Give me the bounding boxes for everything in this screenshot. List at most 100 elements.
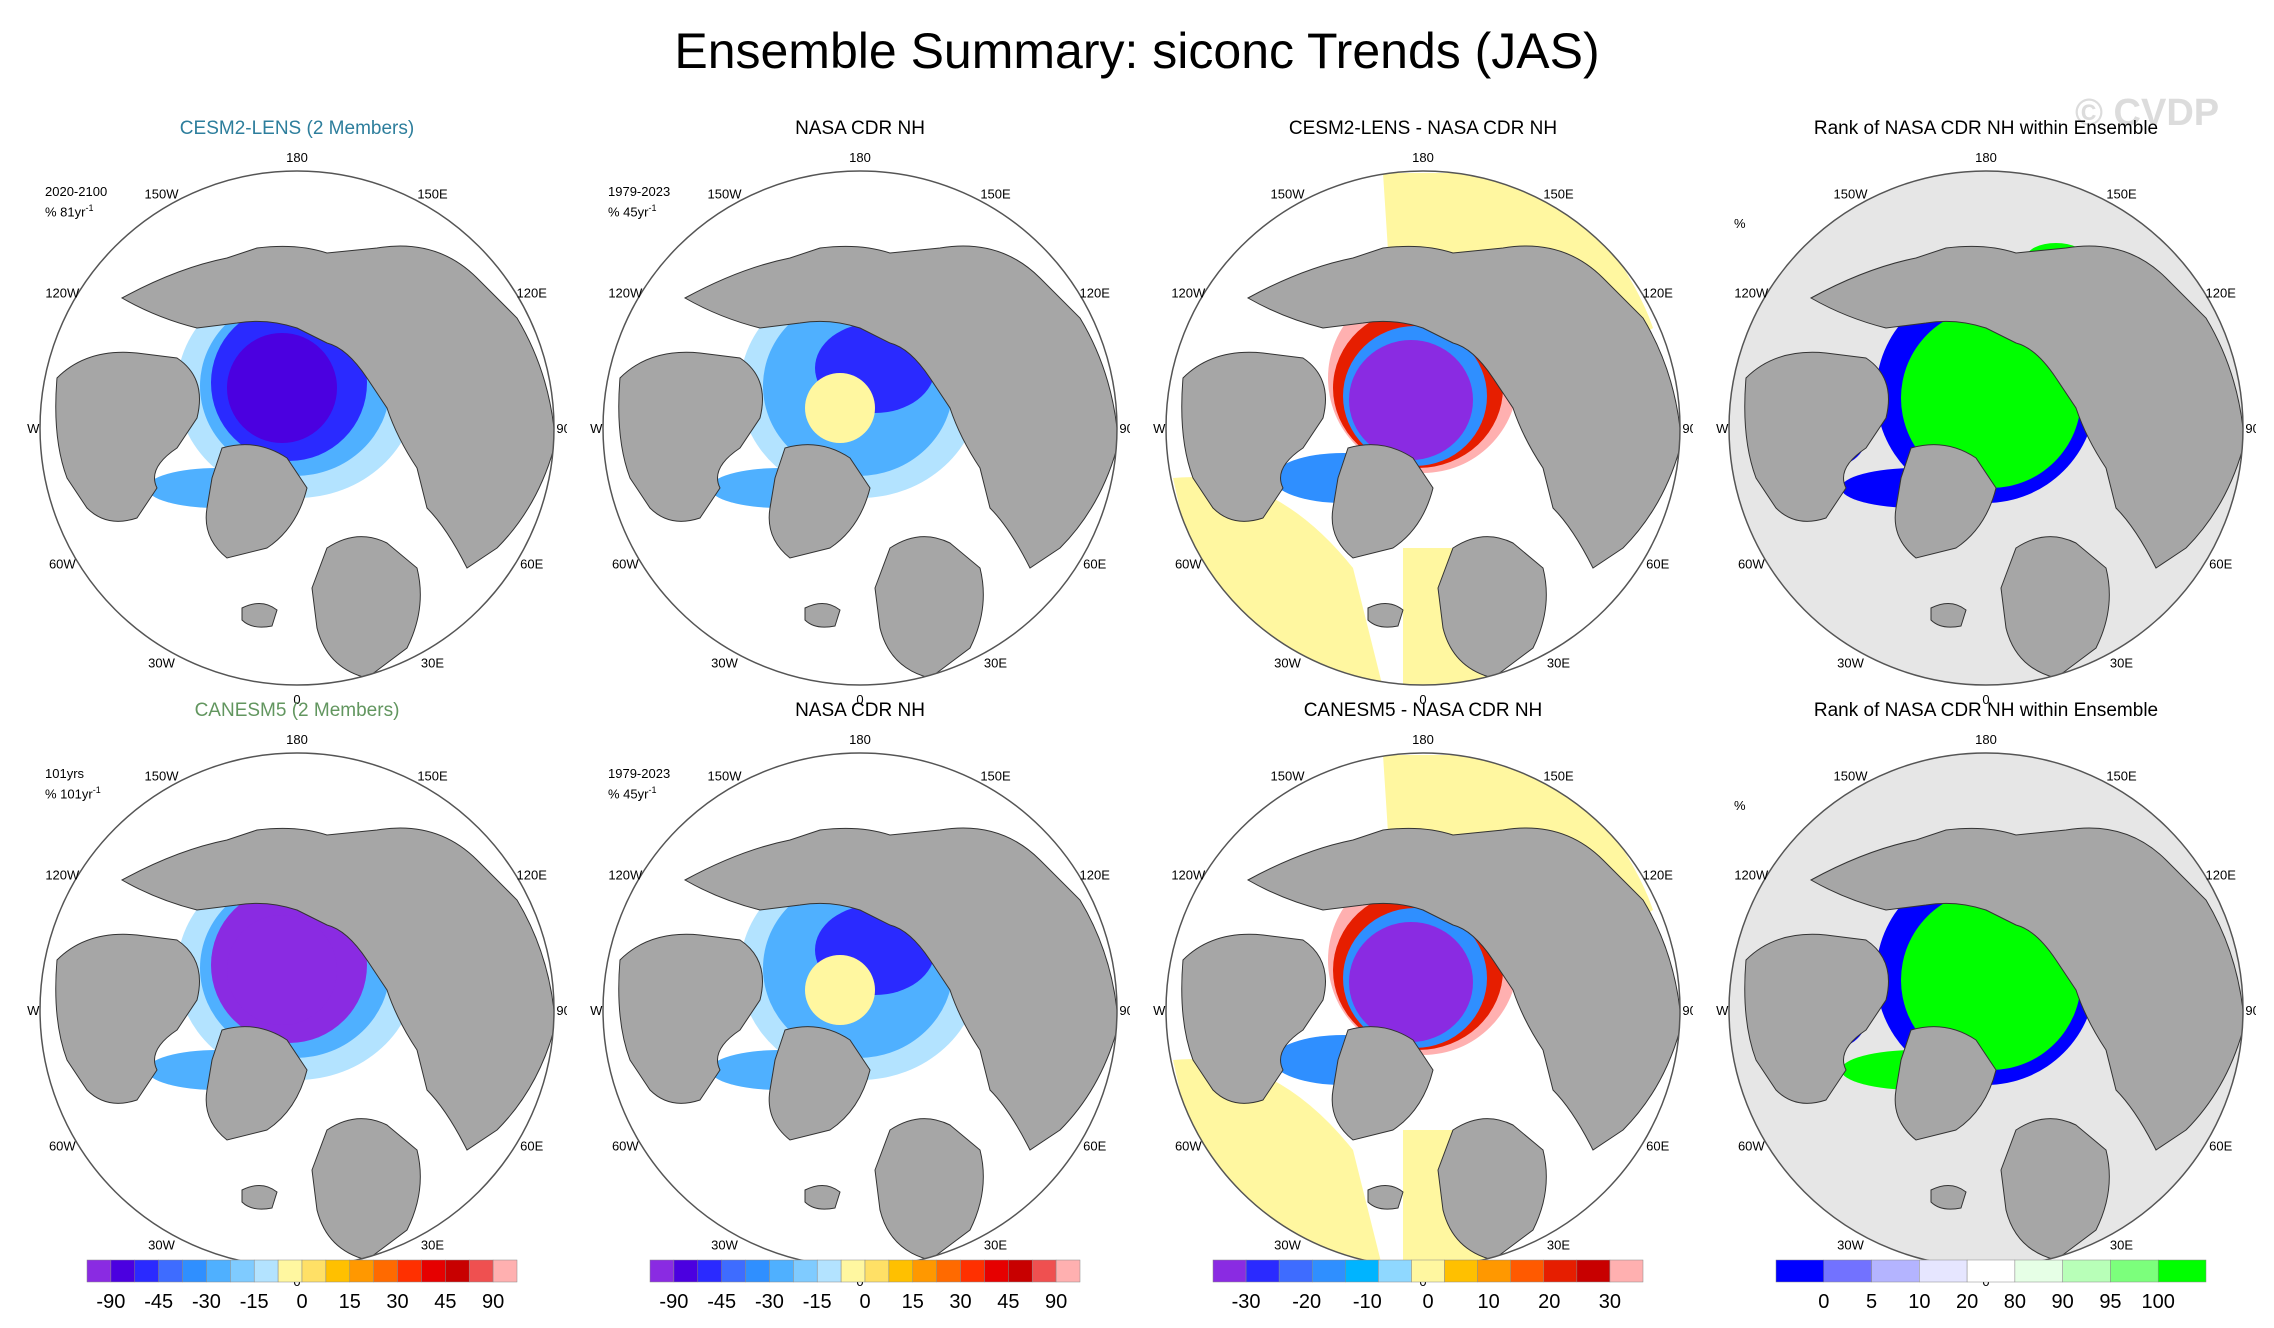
colorbar-label: 45 [434, 1291, 456, 1313]
colorbar-swatch [277, 1259, 303, 1283]
lon-label: 60W [49, 557, 76, 572]
colorbar-label: 0 [296, 1291, 307, 1313]
colorbar-swatch [793, 1259, 818, 1283]
lon-label: 150E [1543, 186, 1574, 201]
map-panel-model: CESM2-LENS (2 Members) 2020-2100% 81yr-1 1… [27, 118, 567, 718]
lon-label: 120E [1080, 286, 1111, 301]
land-mass [618, 933, 763, 1104]
colorbar-swatch [134, 1259, 159, 1283]
colorbar-label: -30 [1232, 1291, 1261, 1313]
lon-label: 60E [1083, 1139, 1106, 1154]
colorbar-swatch [1278, 1259, 1313, 1283]
land-mass [804, 1185, 841, 1210]
lon-label: 30W [711, 1238, 738, 1253]
lon-label: 120E [517, 286, 548, 301]
colorbar-swatch [888, 1259, 914, 1283]
lon-label: 0 [1419, 692, 1426, 707]
colorbar-swatch [1008, 1259, 1033, 1283]
lon-label: 180 [286, 732, 308, 747]
units-label: % [1734, 216, 1746, 231]
land-mass [768, 444, 871, 559]
colorbar-swatch [301, 1259, 327, 1283]
land-mass [1331, 444, 1434, 559]
lon-label: 90E [556, 1003, 567, 1018]
lon-label: 0 [856, 692, 863, 707]
colorbar-swatch [1919, 1259, 1968, 1283]
colorbar-label: 20 [1538, 1291, 1560, 1313]
colorbar-swatch [253, 1259, 279, 1283]
land-mass [1367, 1185, 1404, 1210]
lon-label: 120W [1171, 868, 1206, 883]
panel-title: Rank of NASA CDR NH within Ensemble [1813, 118, 2159, 139]
land-mass [1367, 603, 1404, 628]
colorbar-label: -30 [755, 1291, 784, 1313]
colorbar-swatch [936, 1259, 961, 1283]
land-mass [1246, 827, 1680, 1151]
colorbar-swatch [2014, 1259, 2063, 1283]
land-mass [1181, 933, 1326, 1104]
lon-label: 90W [27, 1003, 40, 1018]
units-exponent: -1 [92, 785, 101, 795]
colorbar-swatch [110, 1259, 136, 1283]
lon-label: 120E [1643, 286, 1674, 301]
lon-label: 180 [1412, 732, 1434, 747]
lon-label: 120E [2206, 286, 2237, 301]
colorbar-label: 45 [997, 1291, 1019, 1313]
panel-period-units: 1979-2023 % 45yr-1 [608, 766, 670, 802]
land-mass [618, 351, 763, 522]
land-mass [1437, 1118, 1547, 1261]
colorbar-label: 15 [339, 1291, 361, 1313]
colorbar-swatch [1311, 1259, 1346, 1283]
colorbar-swatch [492, 1259, 518, 1283]
units-label: % [1734, 798, 1746, 813]
lon-label: 120E [1080, 868, 1111, 883]
units-label: % 81yr-1 [45, 203, 94, 220]
polar-map: 180150E120E90E60E30E030W60W90W120W150W [27, 732, 567, 1289]
colorbar-swatch [2110, 1259, 2159, 1283]
land-mass [2000, 536, 2110, 679]
lon-label: 150W [1834, 768, 1869, 783]
map-panel-diff: CESM2-LENS - NASA CDR NH 180 150E 120E 90E 60… [1153, 118, 1693, 718]
period-label: 2020-2100 [45, 184, 108, 199]
lon-label: 90E [556, 421, 567, 436]
lon-label: 150E [1543, 768, 1574, 783]
land-mass [55, 351, 200, 522]
lon-label: 30E [1547, 1238, 1570, 1253]
colorbar-swatch [445, 1259, 470, 1283]
lon-label: 90E [1682, 421, 1693, 436]
colorbar-swatch [1031, 1259, 1057, 1283]
lon-label: 90E [1119, 421, 1130, 436]
land-mass [1744, 933, 1889, 1104]
map-border [1728, 170, 2244, 686]
colorbar-swatch [182, 1259, 207, 1283]
colorbar-label: 30 [949, 1291, 971, 1313]
lon-label: 150E [2106, 186, 2137, 201]
units-exponent: -1 [648, 203, 657, 213]
colorbar-swatch [697, 1259, 722, 1283]
colorbar-swatch [1444, 1259, 1478, 1283]
panel-title: CESM2-LENS - NASA CDR NH [1288, 118, 1558, 139]
lon-label: 180 [1975, 150, 1997, 165]
land-mass [874, 536, 984, 679]
colorbar-swatch [86, 1259, 112, 1283]
lon-label: 120W [608, 286, 643, 301]
panel-title: NASA CDR NH [795, 118, 925, 139]
colorbar-label: -10 [1353, 1291, 1382, 1313]
panel-period-units: 1979-2023 % 45yr-1 [608, 184, 670, 220]
lon-label: 150W [1271, 186, 1306, 201]
colorbar-swatch [960, 1259, 985, 1283]
polar-map: 180150E120E90E60E30E030W60W90W120W150W [1153, 732, 1693, 1289]
lon-label: 30E [984, 656, 1007, 671]
map-panel-diff: CANESM5 - NASA CDR NH 180 150E 120E 90E 60E 30… [1153, 700, 1693, 1300]
colorbar-label: 30 [386, 1291, 408, 1313]
colorbar-swatch [673, 1259, 699, 1283]
lon-label: 90W [1153, 421, 1166, 436]
colorbar-swatch [1411, 1259, 1445, 1283]
colorbar-swatch [1775, 1259, 1825, 1283]
lon-label: 0 [1982, 692, 1989, 707]
colorbar-swatch [1378, 1259, 1412, 1283]
land-mass [874, 1118, 984, 1261]
lon-label: 150E [980, 186, 1011, 201]
lon-label: 120W [1734, 286, 1769, 301]
land-mass [1744, 351, 1889, 522]
